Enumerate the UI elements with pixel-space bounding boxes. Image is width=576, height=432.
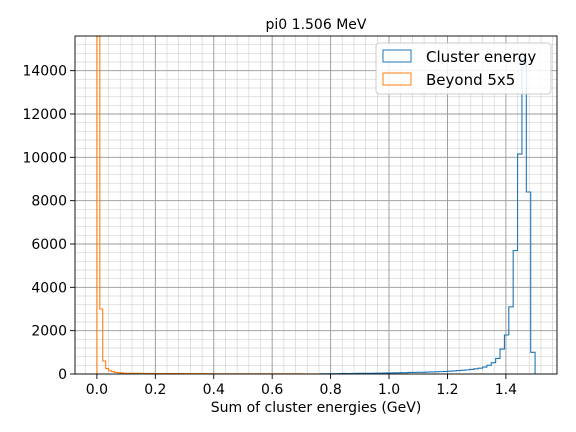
x-tick-label: 0.8 (319, 382, 341, 398)
y-tick-label: 0 (58, 367, 67, 383)
y-tick-label: 6000 (31, 237, 67, 253)
x-tick-label: 0.4 (203, 382, 225, 398)
x-tick-label: 0.0 (86, 382, 108, 398)
y-tick-label: 14000 (22, 64, 67, 80)
y-tick-label: 2000 (31, 324, 67, 340)
y-tick-label: 4000 (31, 280, 67, 296)
x-tick-label: 1.2 (436, 382, 458, 398)
legend-label-beyond-5x5: Beyond 5x5 (426, 71, 515, 89)
y-axis: 0 2000 4000 6000 8000 10000 12000 14000 (22, 64, 75, 383)
x-tick-label: 1.4 (495, 382, 517, 398)
legend: Cluster energy Beyond 5x5 (375, 42, 552, 95)
y-tick-label: 8000 (31, 194, 67, 210)
x-tick-label: 0.6 (261, 382, 283, 398)
legend-swatch-cluster-energy (382, 49, 412, 63)
y-tick-label: 12000 (22, 107, 67, 123)
histogram-series-cluster-energy (319, 57, 536, 375)
legend-label-cluster-energy: Cluster energy (426, 48, 536, 66)
x-tick-label: 1.0 (378, 382, 400, 398)
legend-box (375, 42, 552, 95)
legend-swatch-beyond-5x5 (382, 72, 412, 86)
x-axis: 0.0 0.2 0.4 0.6 0.8 1.0 1.2 1.4 (86, 374, 517, 398)
y-tick-label: 10000 (22, 150, 67, 166)
x-axis-title: Sum of cluster energies (GeV) (211, 400, 422, 416)
chart-title: pi0 1.506 MeV (266, 17, 367, 33)
x-tick-label: 0.2 (144, 382, 166, 398)
plot-frame (74, 35, 558, 375)
